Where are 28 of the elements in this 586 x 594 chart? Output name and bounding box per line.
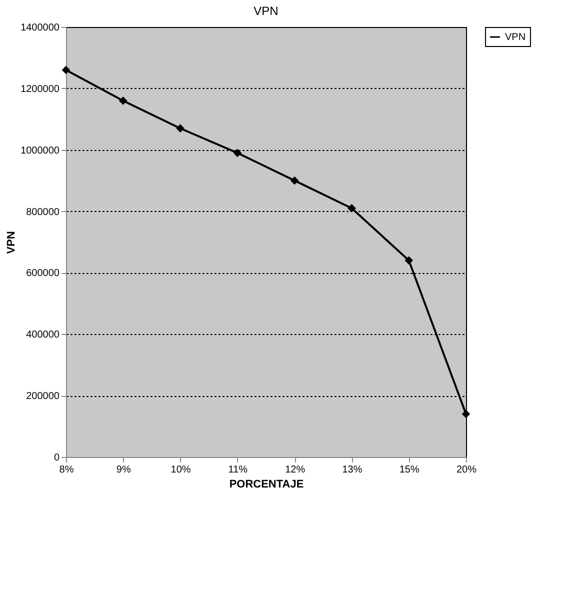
point <box>62 66 70 74</box>
point <box>176 124 184 133</box>
point <box>290 176 299 185</box>
chart-title: VPN <box>254 4 278 18</box>
x-tick-label: 13% <box>342 464 362 476</box>
x-tick-label: 20% <box>456 464 477 476</box>
y-tick-label: 1200000 <box>20 84 60 95</box>
y-tick-label: 0 <box>54 452 60 464</box>
point <box>118 96 128 105</box>
y-tick-label: 1400000 <box>20 22 60 34</box>
x-tick-label: 15% <box>399 464 420 476</box>
x-axis-title: PORCENTAJE <box>229 478 304 490</box>
point <box>348 204 356 212</box>
y-tick-label: 200000 <box>26 391 60 402</box>
point <box>404 256 414 265</box>
x-tick-label: 9% <box>116 464 131 476</box>
y-axis-title: VPN <box>6 231 18 254</box>
x-tick-label: 10% <box>170 464 191 476</box>
point <box>462 410 470 418</box>
x-tick-label: 11% <box>228 464 248 476</box>
legend-label: VPN <box>505 32 526 43</box>
y-tick-label: 800000 <box>26 206 60 218</box>
point <box>233 148 242 158</box>
y-tick-label: 1000000 <box>20 145 60 156</box>
y-tick-label: 600000 <box>26 268 60 280</box>
x-tick-label: 8% <box>59 464 74 476</box>
x-tick-label: 12% <box>285 464 306 476</box>
y-tick-label: 400000 <box>26 330 60 341</box>
